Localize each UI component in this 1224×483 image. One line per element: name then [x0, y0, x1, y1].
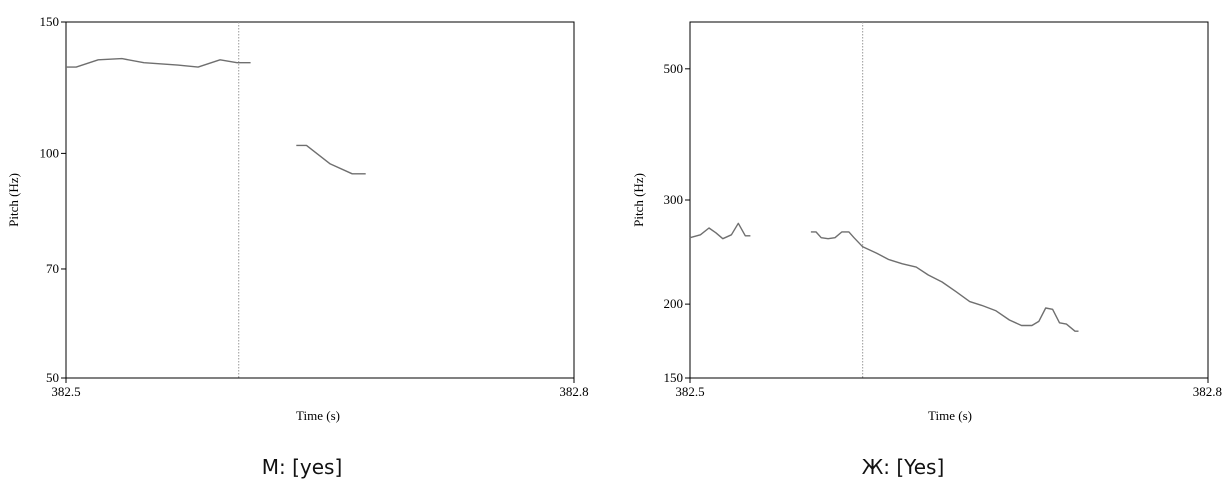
pitch-contour-left-segment-1 — [296, 144, 366, 175]
x-axis-label-left: Time (s) — [296, 408, 340, 423]
pitch-contour-right-segment-0 — [689, 222, 751, 240]
caption-right: Ж: [Yes] — [862, 455, 945, 479]
y-axis-label-right: Pitch (Hz) — [631, 173, 646, 227]
y-tick-label-left-1: 100 — [40, 145, 60, 160]
chart-left: 150 100 70 50 Pitch (Hz) Time (s) 382.5 382… — [6, 14, 589, 479]
y-tick-label-right-0: 500 — [664, 61, 684, 76]
caption-left: М: [yes] — [262, 455, 343, 479]
y-tick-label-left-0: 150 — [40, 14, 60, 29]
y-tick-label-left-2: 70 — [46, 261, 59, 276]
plot-area-right: 500 300 200 150 — [664, 22, 1209, 385]
plot-frame-right — [689, 21, 1209, 379]
y-tick-label-right-2: 200 — [664, 296, 684, 311]
y-tick-label-right-3: 150 — [664, 370, 684, 385]
x-tick-label-left-start: 382.5 — [51, 384, 80, 399]
chart-right: 500 300 200 150 Pitch (Hz) Time (s) 382.5 3… — [631, 21, 1222, 479]
x-tick-label-right-start: 382.5 — [675, 384, 704, 399]
x-tick-label-left-end: 382.8 — [559, 384, 588, 399]
pitch-contour-right-segment-1 — [810, 231, 1079, 332]
y-axis-label-left: Pitch (Hz) — [6, 173, 21, 227]
x-axis-label-right: Time (s) — [928, 408, 972, 423]
plot-area-left: 150 100 70 50 — [40, 14, 575, 385]
pitch-contour-left-segment-0 — [66, 57, 251, 68]
y-tick-label-left-3: 50 — [46, 370, 59, 385]
x-tick-label-right-end: 382.8 — [1193, 384, 1222, 399]
plot-frame-left — [65, 21, 575, 379]
y-tick-label-right-1: 300 — [664, 192, 684, 207]
